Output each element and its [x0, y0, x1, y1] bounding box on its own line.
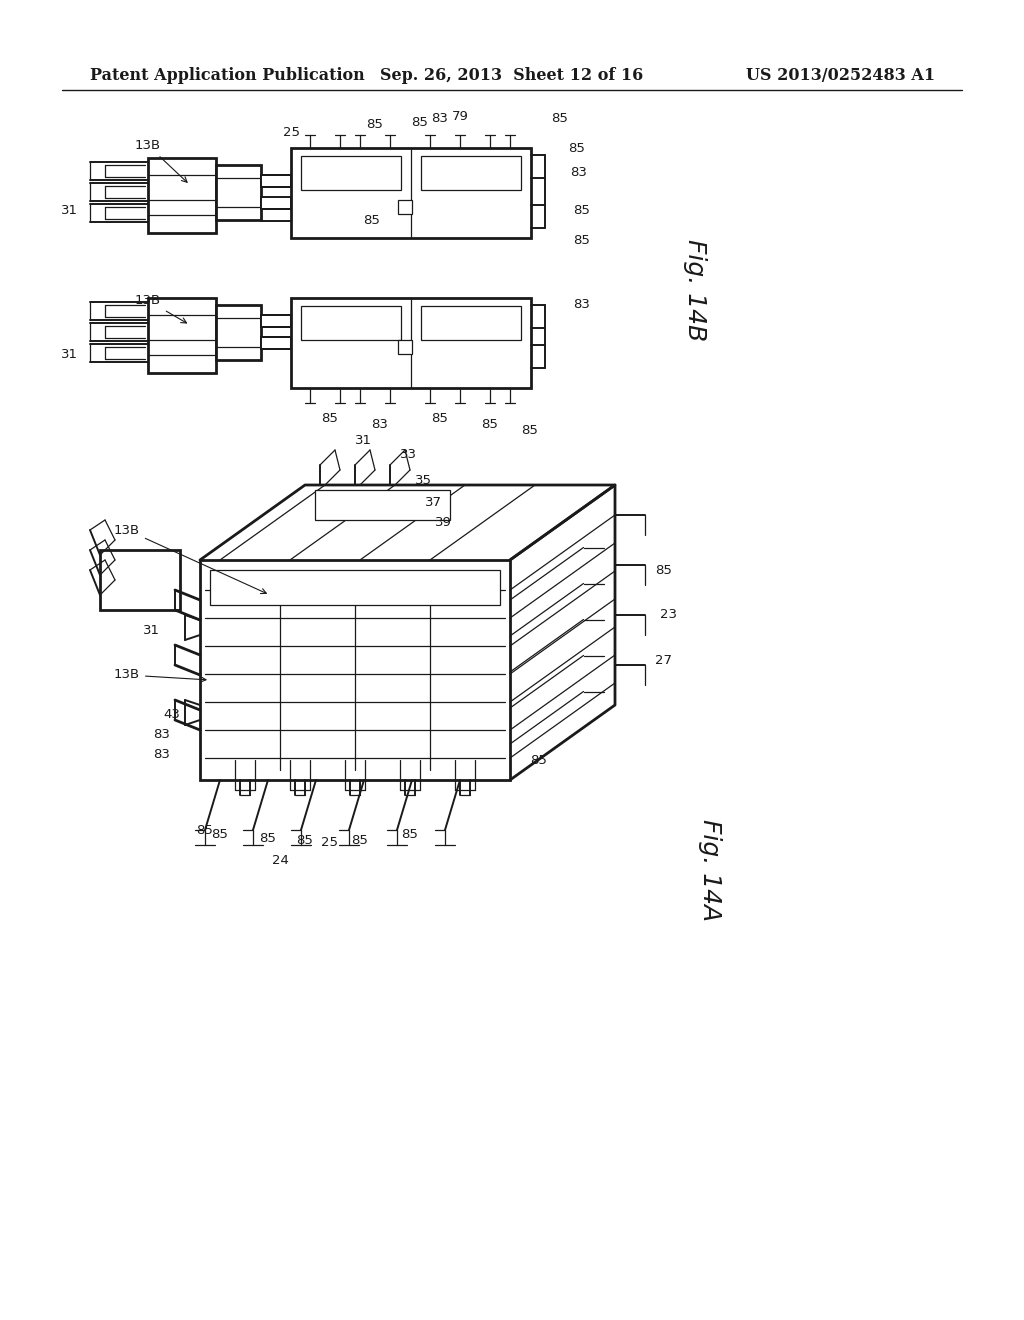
- Text: 31: 31: [143, 623, 160, 636]
- Text: 33: 33: [400, 449, 417, 462]
- Text: 35: 35: [415, 474, 432, 487]
- Text: 85: 85: [573, 203, 590, 216]
- Text: 85: 85: [197, 824, 213, 837]
- Text: 85: 85: [431, 412, 449, 425]
- Text: 85: 85: [530, 754, 547, 767]
- Text: 83: 83: [372, 418, 388, 432]
- Text: 13B: 13B: [114, 524, 266, 594]
- Text: 85: 85: [297, 833, 313, 846]
- Bar: [398, 341, 412, 354]
- Text: Patent Application Publication: Patent Application Publication: [90, 67, 365, 84]
- Bar: [291, 148, 531, 238]
- Bar: [210, 570, 500, 605]
- Text: 85: 85: [573, 234, 590, 247]
- Text: 83: 83: [573, 298, 590, 312]
- Text: 83: 83: [431, 112, 449, 125]
- Text: 85: 85: [351, 833, 369, 846]
- Text: 31: 31: [355, 433, 372, 446]
- Text: 85: 85: [212, 829, 228, 842]
- Text: 83: 83: [570, 166, 587, 180]
- Text: 85: 85: [401, 829, 419, 842]
- Bar: [216, 305, 261, 360]
- Text: 85: 85: [367, 119, 383, 132]
- Bar: [301, 156, 401, 190]
- Text: 13B: 13B: [135, 294, 186, 323]
- Text: 85: 85: [655, 564, 672, 577]
- Text: 37: 37: [425, 496, 442, 510]
- Bar: [148, 158, 216, 234]
- Bar: [398, 201, 412, 214]
- Text: 83: 83: [154, 748, 170, 762]
- Text: 79: 79: [452, 110, 468, 123]
- Text: 13B: 13B: [135, 139, 187, 182]
- Text: 85: 85: [521, 424, 539, 437]
- Bar: [216, 165, 261, 220]
- Bar: [261, 315, 291, 327]
- Text: 24: 24: [271, 854, 289, 866]
- Text: Fig. 14A: Fig. 14A: [698, 818, 722, 921]
- Bar: [100, 550, 180, 610]
- Bar: [148, 298, 216, 374]
- Text: 13B: 13B: [114, 668, 206, 682]
- Text: 25: 25: [322, 836, 339, 849]
- Text: 85: 85: [322, 412, 339, 425]
- Text: 85: 85: [364, 214, 380, 227]
- Text: 85: 85: [412, 116, 428, 128]
- Text: Sep. 26, 2013  Sheet 12 of 16: Sep. 26, 2013 Sheet 12 of 16: [380, 67, 644, 84]
- Bar: [200, 560, 510, 780]
- Text: US 2013/0252483 A1: US 2013/0252483 A1: [745, 67, 935, 84]
- Text: 39: 39: [435, 516, 452, 529]
- Bar: [261, 197, 291, 209]
- Text: 85: 85: [481, 418, 499, 432]
- Text: 83: 83: [154, 729, 170, 742]
- Bar: [261, 337, 291, 348]
- Bar: [421, 156, 521, 190]
- Bar: [301, 306, 401, 341]
- Bar: [421, 306, 521, 341]
- Text: 27: 27: [655, 653, 672, 667]
- Text: 43: 43: [163, 709, 180, 722]
- Text: 25: 25: [283, 127, 299, 140]
- Text: 85: 85: [259, 832, 276, 845]
- Text: 31: 31: [61, 203, 78, 216]
- Text: 85: 85: [552, 112, 568, 125]
- Text: 31: 31: [61, 348, 78, 362]
- Text: Fig. 14B: Fig. 14B: [683, 239, 707, 341]
- Bar: [315, 490, 450, 520]
- Text: 23: 23: [660, 609, 677, 622]
- Bar: [261, 176, 291, 187]
- Text: 85: 85: [568, 141, 585, 154]
- Bar: [291, 298, 531, 388]
